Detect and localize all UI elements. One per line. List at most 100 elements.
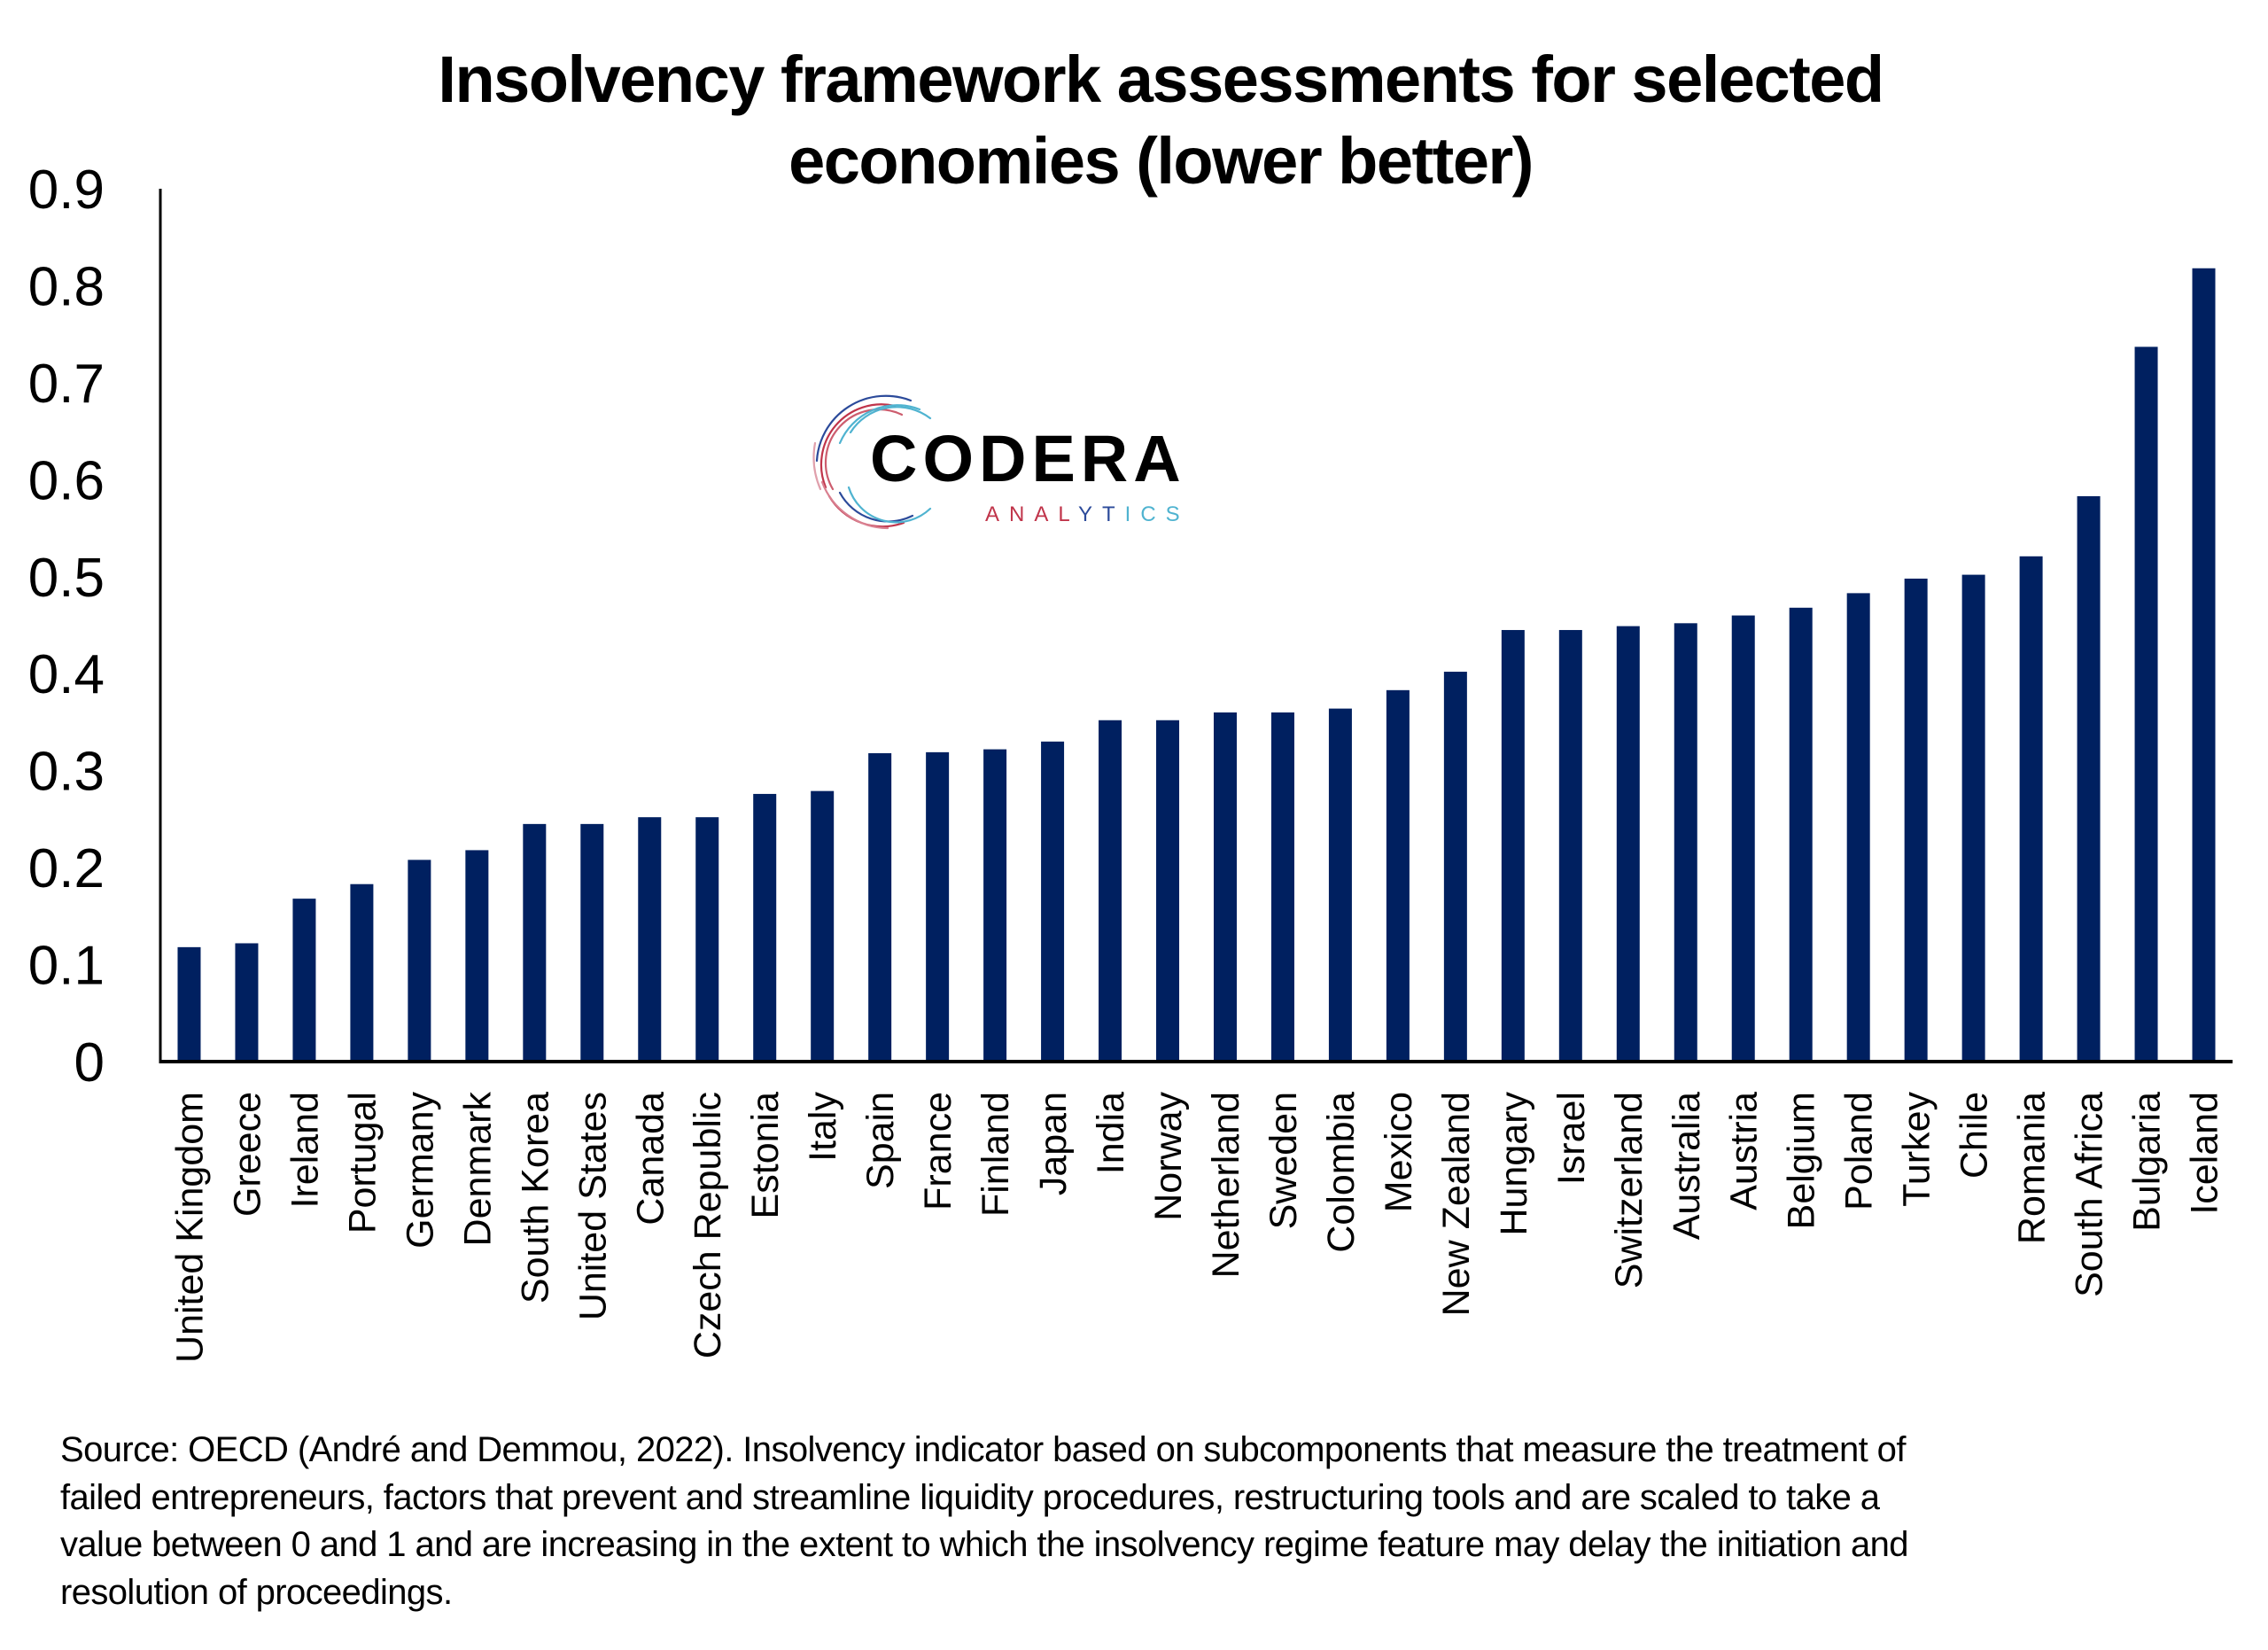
bar <box>523 823 547 1062</box>
bar <box>926 751 950 1062</box>
logo-subtitle-letter: A <box>985 502 1009 526</box>
y-tick-label: 0.9 <box>28 160 105 221</box>
x-tick-label: Greece <box>226 1092 268 1217</box>
logo-subtitle-letter: A <box>1034 502 1058 526</box>
footnote-line-2: failed entrepreneurs, factors that preve… <box>60 1477 1880 1517</box>
bar <box>1731 615 1755 1062</box>
x-tick-label: United Kingdom <box>168 1092 211 1363</box>
x-tick-label: Colombia <box>1320 1092 1363 1253</box>
logo-wordmark: CODERA <box>870 422 1186 495</box>
bar <box>1041 741 1065 1062</box>
x-axis-category-labels: United Kingdom Greece Ireland Portugal Germa… <box>168 1092 2225 1363</box>
bar <box>1558 629 1582 1062</box>
bars <box>177 268 2216 1062</box>
x-tick-label: South Africa <box>2069 1092 2111 1297</box>
chart-title-line-2: economies (lower better) <box>788 124 1534 198</box>
bar <box>1846 593 1870 1062</box>
bar <box>2077 495 2101 1062</box>
x-tick-label: Israel <box>1550 1092 1593 1185</box>
x-tick-label: Poland <box>1838 1092 1881 1210</box>
x-tick-label: Romania <box>2011 1092 2054 1244</box>
y-tick-label: 0.3 <box>28 742 105 803</box>
x-tick-label: Chile <box>1953 1092 1996 1179</box>
x-tick-label: Australia <box>1666 1092 1708 1240</box>
y-tick-label: 0.1 <box>28 936 105 997</box>
y-tick-label: 0.4 <box>28 644 105 705</box>
x-tick-label: Iceland <box>2184 1092 2226 1215</box>
bar <box>177 946 201 1062</box>
x-tick-label: Mexico <box>1378 1092 1420 1212</box>
logo-subtitle-letter: I <box>1125 502 1141 526</box>
logo-subtitle: ANALYTICS <box>985 502 1190 526</box>
bar <box>1156 720 1180 1062</box>
bar <box>1386 689 1410 1062</box>
y-tick-label: 0.5 <box>28 548 105 609</box>
x-tick-label: Portugal <box>341 1092 384 1234</box>
x-tick-label: Bulgaria <box>2126 1092 2169 1232</box>
y-tick-label: 0.7 <box>28 354 105 415</box>
logo-circuit-arc-icon <box>812 394 932 530</box>
bar <box>1443 672 1467 1062</box>
x-tick-label: Turkey <box>1896 1092 1938 1207</box>
bar <box>292 899 316 1062</box>
x-tick-label: France <box>917 1092 959 1210</box>
x-tick-label: Ireland <box>284 1092 326 1208</box>
x-tick-label: United States <box>571 1092 614 1320</box>
x-tick-label: Belgium <box>1781 1092 1823 1229</box>
bar <box>1328 708 1352 1062</box>
logo-subtitle-letter: S <box>1166 502 1190 526</box>
bar <box>1213 712 1237 1062</box>
bar <box>2019 556 2043 1062</box>
x-tick-label: New Zealand <box>1435 1092 1478 1316</box>
bar <box>408 860 431 1062</box>
y-tick-label: 0.6 <box>28 450 105 511</box>
x-tick-label: Canada <box>629 1092 672 1226</box>
logo-subtitle-letter: Y <box>1078 502 1102 526</box>
x-tick-label: Austria <box>1723 1092 1766 1210</box>
x-tick-label: Italy <box>802 1092 844 1162</box>
x-tick-label: Sweden <box>1262 1092 1305 1229</box>
x-tick-label: Germany <box>399 1092 441 1249</box>
x-tick-label: Finland <box>975 1092 1017 1217</box>
footnote-line-1: Source: OECD (André and Demmou, 2022). I… <box>60 1430 1906 1469</box>
chart-title: Insolvency framework assessments for sel… <box>0 39 2268 202</box>
bar <box>350 883 374 1062</box>
bar <box>983 749 1007 1062</box>
bar <box>811 790 835 1062</box>
logo-subtitle-letter: T <box>1102 502 1125 526</box>
x-tick-label: Hungary <box>1493 1092 1535 1236</box>
bar <box>638 817 662 1062</box>
bar <box>1616 626 1640 1062</box>
bar <box>235 943 259 1062</box>
y-axis-tick-labels: 0 0.1 0.2 0.3 0.4 0.5 0.6 0.7 0.8 0.9 <box>28 160 105 1094</box>
bar <box>1501 629 1525 1062</box>
logo-subtitle-letter: N <box>1009 502 1034 526</box>
logo-subtitle-letter: L <box>1058 502 1078 526</box>
y-tick-label: 0 <box>74 1032 105 1094</box>
x-tick-label: Switzerland <box>1608 1092 1651 1288</box>
bar <box>1904 578 1928 1062</box>
footnote-line-4: resolution of proceedings. <box>60 1572 453 1612</box>
x-tick-label: South Korea <box>514 1092 556 1304</box>
bar <box>1674 623 1697 1062</box>
bar-chart: 0 0.1 0.2 0.3 0.4 0.5 0.6 0.7 0.8 0.9 United King… <box>28 160 2233 1363</box>
bar <box>1961 574 1985 1062</box>
bar <box>1270 712 1294 1062</box>
bar <box>465 850 489 1062</box>
x-tick-label: India <box>1090 1092 1132 1174</box>
x-tick-label: Denmark <box>456 1092 499 1247</box>
codera-analytics-logo: CODERA ANALYTICS <box>812 394 1190 530</box>
bar <box>695 817 719 1062</box>
bar <box>580 823 604 1062</box>
bar <box>2192 268 2216 1062</box>
x-tick-label: Czech Republic <box>687 1092 729 1358</box>
bar <box>1789 607 1813 1062</box>
x-tick-label: Spain <box>859 1092 902 1189</box>
source-footnote: Source: OECD (André and Demmou, 2022). I… <box>60 1427 2204 1616</box>
x-tick-label: Japan <box>1032 1092 1075 1195</box>
chart-title-line-1: Insolvency framework assessments for sel… <box>438 43 1884 116</box>
bar <box>2134 346 2158 1062</box>
bar <box>753 793 777 1062</box>
bar <box>868 752 892 1062</box>
x-tick-label: Netherland <box>1205 1092 1247 1278</box>
